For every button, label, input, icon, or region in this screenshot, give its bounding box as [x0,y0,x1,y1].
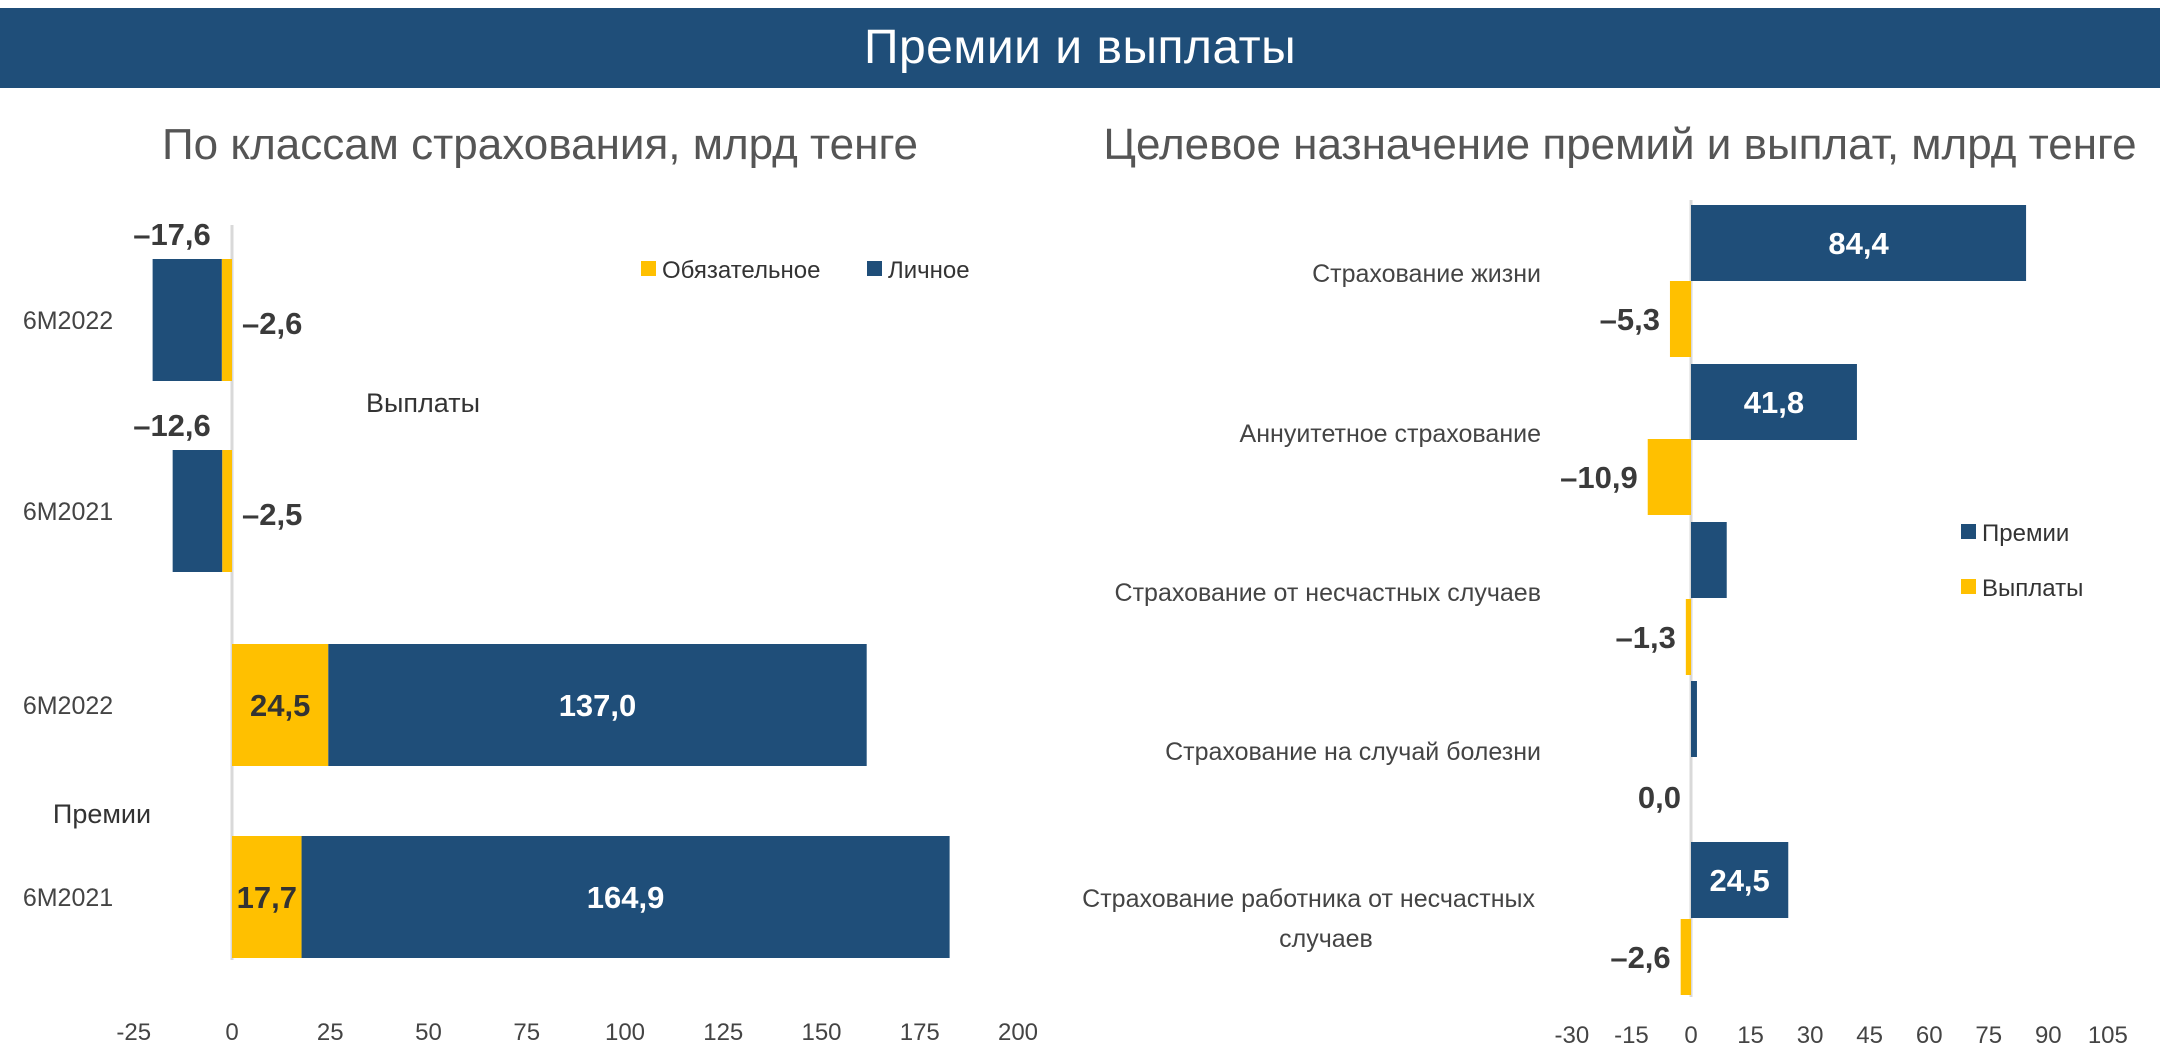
bar-personal [152,259,222,381]
right-category-label: Страхование на случай болезни [1165,738,1541,766]
right-chart-title: Целевое назначение премий и выплат, млрд… [1103,120,2137,169]
right-category-label: случаев [1279,925,1373,953]
page-title: Премии и выплаты [863,21,1297,74]
bar-premiums [1691,681,1697,757]
right-x-tick: 75 [1975,1022,2002,1049]
data-label-payouts: 0,0 [1638,780,1681,815]
legend-swatch-premiums [1961,524,1976,539]
right-category-label: Аннуитетное страхование [1240,420,1541,448]
bar-premiums [1691,364,1857,440]
left-x-tick: 125 [703,1019,743,1046]
legend-label-personal: Личное [888,257,970,284]
right-x-tick: 0 [1684,1022,1697,1049]
left-x-tick: 175 [900,1019,940,1046]
legend-swatch-personal [867,261,882,276]
left-group-label-payouts: Выплаты [366,388,480,418]
data-label-payouts: –2,6 [1610,940,1670,975]
bar-payouts [1685,599,1691,675]
bar-personal [301,836,950,958]
bar-obligatory [222,450,232,572]
left-x-tick: 0 [225,1019,238,1046]
right-category-label: Страхование от несчастных случаев [1115,579,1541,607]
bar-payouts [1669,281,1691,357]
right-category-label: Страхование работника от несчастных [1082,885,1535,913]
left-x-tick: 150 [801,1019,841,1046]
left-category-label: 6M2021 [23,884,113,912]
left-x-tick: 75 [513,1019,540,1046]
left-x-tick: 200 [998,1019,1038,1046]
bar-obligatory [221,259,232,381]
bar-personal [328,644,867,766]
data-label-personal: 137,0 [559,688,637,723]
right-x-tick: 90 [2035,1022,2062,1049]
data-label-payouts: –5,3 [1600,302,1660,337]
legend-swatch-obligatory [641,261,656,276]
bar-payouts [1647,439,1691,515]
data-label-personal: –12,6 [133,408,211,443]
bar-personal [172,450,223,572]
left-category-label: 6M2022 [23,307,113,335]
left-category-label: 6M2021 [23,498,113,526]
left-group-label-premiums: Премии [53,799,151,829]
left-x-tick: 25 [317,1019,344,1046]
bar-payouts [1680,919,1691,995]
bar-premiums [1691,842,1789,918]
data-label-premiums: 84,4 [1828,226,1889,261]
data-label-personal: 164,9 [587,880,665,915]
data-label-obligatory: 24,5 [250,688,310,723]
right-x-tick: 45 [1856,1022,1883,1049]
data-label-payouts: –1,3 [1615,620,1675,655]
legend-swatch-payouts [1961,579,1976,594]
bar-premiums [1691,522,1727,598]
right-category-label: Страхование жизни [1312,260,1541,288]
right-x-tick: 60 [1916,1022,1943,1049]
left-x-tick: 50 [415,1019,442,1046]
right-x-tick: 15 [1737,1022,1764,1049]
right-x-tick: -30 [1555,1022,1590,1049]
left-category-label: 6M2022 [23,692,113,720]
bar-obligatory [232,644,329,766]
data-label-obligatory: 17,7 [237,880,297,915]
data-label-premiums: 24,5 [1709,863,1769,898]
bar-premiums [1691,205,2027,281]
data-label-personal: –17,6 [133,217,211,252]
data-label-payouts: –10,9 [1560,460,1638,495]
data-label-premiums: 41,8 [1744,385,1804,420]
right-x-tick: -15 [1614,1022,1649,1049]
legend-label-payouts: Выплаты [1982,575,2083,602]
left-x-tick: -25 [116,1019,151,1046]
data-label-obligatory: –2,5 [242,497,302,532]
left-chart-title: По классам страхования, млрд тенге [162,120,918,169]
bar-obligatory [232,836,302,958]
data-label-obligatory: –2,6 [242,306,302,341]
left-x-tick: 100 [605,1019,645,1046]
right-x-tick: 30 [1797,1022,1824,1049]
legend-label-premiums: Премии [1982,520,2069,547]
right-x-tick: 105 [2088,1022,2128,1049]
header-bar [0,8,2160,88]
legend-label-obligatory: Обязательное [662,257,820,284]
